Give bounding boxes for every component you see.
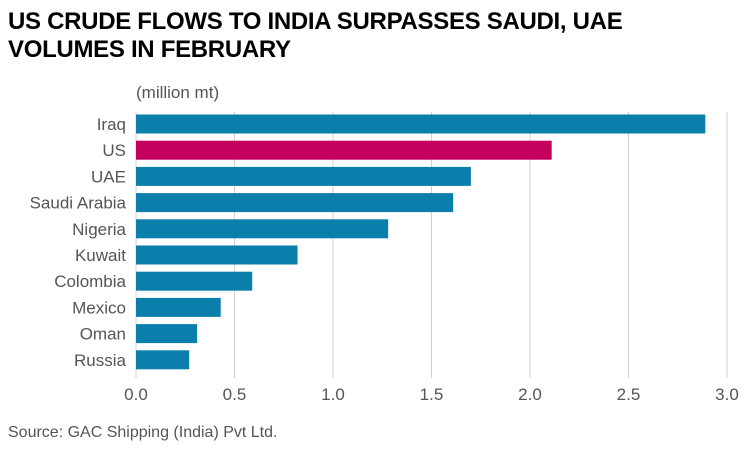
bar-oman (136, 324, 198, 344)
x-tick-label: 0.0 (124, 385, 148, 404)
category-label: UAE (91, 167, 126, 186)
category-label: Mexico (72, 298, 126, 317)
source-note: Source: GAC Shipping (India) Pvt Ltd. (8, 424, 278, 441)
bar-colombia (136, 271, 253, 291)
bar-uae (136, 166, 471, 186)
x-tick-label: 1.5 (420, 385, 444, 404)
bar-us (136, 140, 552, 160)
category-label: Russia (74, 351, 127, 370)
bar-mexico (136, 297, 221, 317)
x-axis-ticks: 0.0 0.5 1.0 1.5 2.0 2.5 3.0 (124, 385, 739, 404)
category-label: US (102, 141, 126, 160)
x-tick-label: 0.5 (223, 385, 247, 404)
x-tick-label: 2.0 (518, 385, 542, 404)
bar-kuwait (136, 245, 298, 265)
bar-russia (136, 350, 190, 370)
category-label: Colombia (54, 272, 126, 291)
bar-iraq (136, 114, 706, 134)
x-tick-label: 2.5 (617, 385, 641, 404)
category-label: Nigeria (72, 220, 126, 239)
category-label: Iraq (97, 115, 126, 134)
bar-nigeria (136, 219, 389, 239)
category-labels: Iraq US UAE Saudi Arabia Nigeria Kuwait Colomb… (30, 115, 127, 370)
category-label: Kuwait (75, 246, 126, 265)
category-label: Saudi Arabia (30, 194, 127, 213)
bars (136, 114, 706, 370)
category-label: Oman (80, 325, 126, 344)
bar-saudi-arabia (136, 193, 454, 213)
x-tick-label: 3.0 (715, 385, 739, 404)
chart-title: US CRUDE FLOWS TO INDIA SURPASSES SAUDI,… (8, 8, 623, 63)
unit-label: (million mt) (136, 83, 220, 102)
x-tick-label: 1.0 (321, 385, 345, 404)
